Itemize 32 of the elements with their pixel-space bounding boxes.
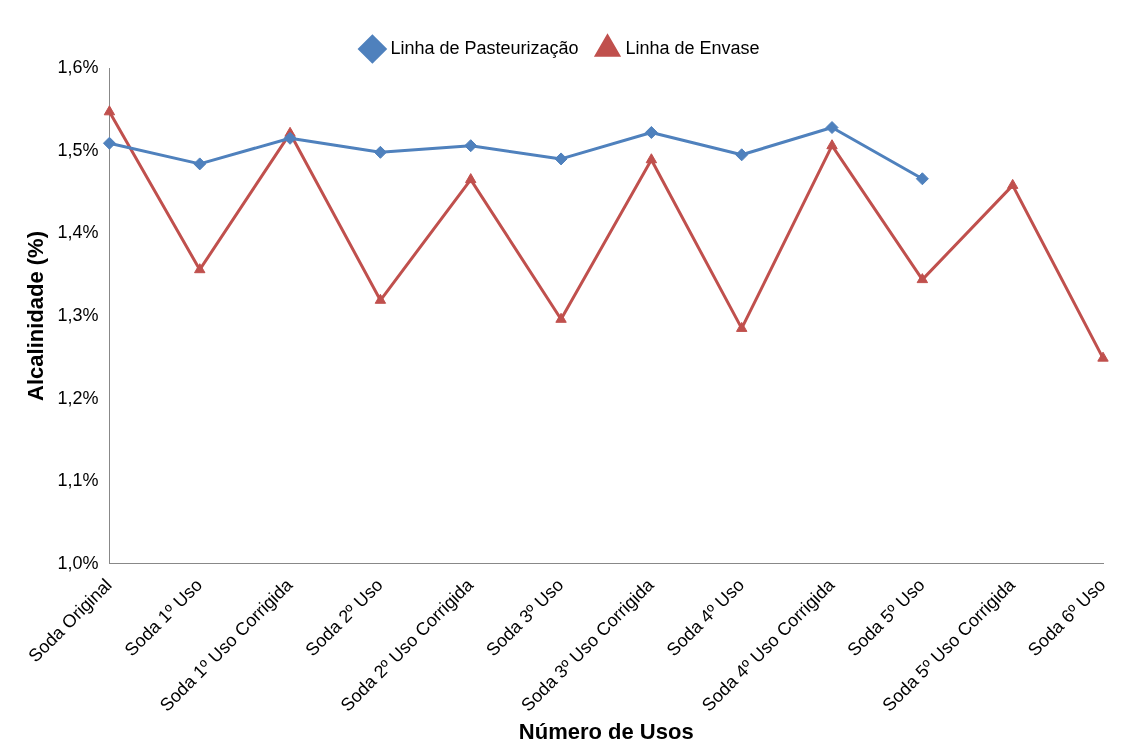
y-tick-label: 1,5% <box>57 139 99 160</box>
y-axis-title: Alcalinidade (%) <box>23 231 49 401</box>
point <box>736 321 748 332</box>
point <box>1006 178 1019 189</box>
point <box>1097 351 1109 362</box>
y-tick-label: 1,0% <box>57 552 99 573</box>
y-tick-label: 1,2% <box>57 387 99 408</box>
y-tick-label: 1,6% <box>57 56 99 77</box>
point <box>374 293 387 304</box>
y-tick-label: 1,1% <box>57 470 99 491</box>
point <box>825 121 839 135</box>
point <box>644 125 658 139</box>
point <box>916 273 929 284</box>
point <box>735 148 749 162</box>
point <box>102 136 116 150</box>
point <box>103 105 116 116</box>
point <box>465 173 477 184</box>
x-axis-title: Número de Usos <box>518 718 694 744</box>
point <box>194 263 206 274</box>
point <box>283 131 297 145</box>
point <box>193 157 207 171</box>
point <box>554 152 568 166</box>
point <box>915 172 929 186</box>
point <box>373 145 387 159</box>
legend-label: Linha de Pasteurização <box>390 37 579 58</box>
legend-label: Linha de Envase <box>625 37 760 58</box>
point <box>464 139 478 153</box>
y-tick-label: 1,3% <box>57 304 99 325</box>
point <box>555 312 567 323</box>
point <box>826 139 838 150</box>
point <box>645 153 658 164</box>
y-tick-label: 1,4% <box>57 222 99 243</box>
